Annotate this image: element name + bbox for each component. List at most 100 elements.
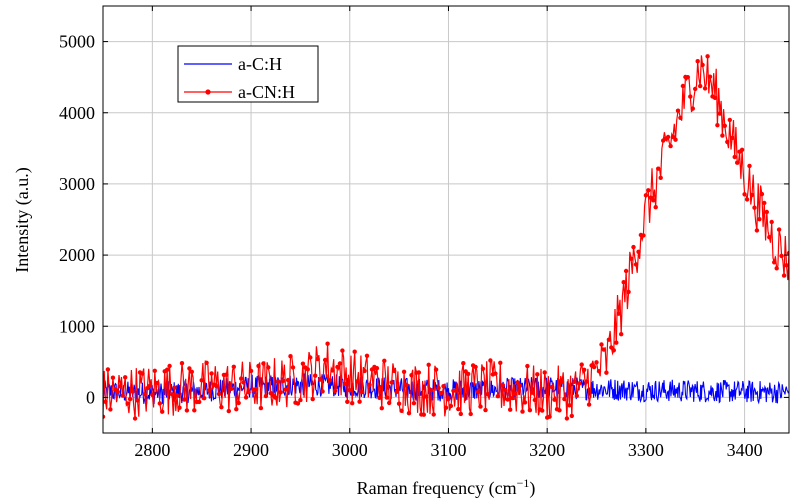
data-point (557, 408, 562, 413)
data-point (209, 371, 214, 376)
data-point (651, 198, 656, 203)
data-point (582, 367, 587, 372)
data-point (315, 356, 320, 362)
legend: a-C:H a-CN:H (177, 45, 319, 103)
data-point (197, 399, 202, 405)
data-point (177, 405, 182, 410)
data-point (229, 386, 234, 391)
data-point (421, 412, 426, 417)
data-point (764, 209, 769, 215)
data-point (142, 392, 148, 397)
data-point (730, 135, 735, 141)
data-point (204, 360, 209, 365)
data-point (614, 340, 619, 345)
data-point (690, 106, 695, 111)
data-point (416, 370, 422, 375)
data-point (675, 108, 681, 113)
data-point (776, 227, 782, 232)
data-point (135, 398, 140, 403)
data-point (446, 396, 451, 401)
data-point (276, 379, 281, 384)
data-point (409, 373, 414, 378)
data-point (132, 416, 138, 421)
data-point (429, 388, 434, 393)
data-point (214, 384, 219, 389)
data-point (431, 412, 436, 417)
data-point (120, 393, 125, 398)
data-point (318, 377, 323, 382)
data-point (441, 384, 446, 389)
legend-label-a-cn-h: a-CN:H (238, 82, 295, 102)
data-point (347, 388, 352, 393)
data-point (786, 250, 789, 256)
data-point (192, 408, 197, 413)
data-point (475, 389, 481, 394)
data-point (241, 380, 246, 385)
data-point (493, 371, 498, 376)
data-point (253, 386, 259, 392)
data-point (433, 367, 439, 372)
data-point (473, 364, 478, 370)
data-point (542, 370, 547, 375)
data-point (503, 387, 508, 393)
y-tick-label: 5000 (59, 32, 95, 52)
data-point (246, 390, 251, 395)
data-point (377, 395, 382, 400)
data-point (774, 266, 779, 271)
data-point (688, 94, 693, 99)
data-point (586, 402, 592, 407)
data-point (350, 401, 355, 406)
data-point (103, 414, 106, 419)
x-tick-label: 2900 (233, 440, 269, 460)
data-point (461, 361, 466, 366)
data-point (374, 366, 380, 371)
data-point (594, 360, 599, 365)
data-point (584, 379, 589, 384)
data-point (619, 332, 624, 337)
data-point (621, 280, 626, 285)
data-point (693, 86, 698, 92)
data-point (611, 348, 616, 353)
data-point (569, 413, 574, 419)
data-point (308, 355, 313, 360)
data-point (540, 408, 545, 413)
data-point (596, 369, 602, 374)
data-point (290, 365, 296, 370)
data-point (411, 401, 417, 406)
data-point (327, 378, 333, 383)
data-point (567, 403, 572, 408)
y-tick-label: 2000 (59, 245, 95, 265)
y-tick-label: 3000 (59, 174, 95, 194)
data-point (700, 62, 705, 68)
x-tick-label: 3300 (628, 440, 664, 460)
data-point (436, 385, 441, 391)
data-point (285, 377, 291, 383)
data-point (236, 400, 241, 406)
data-point (278, 390, 283, 395)
data-point (631, 244, 636, 250)
data-point (673, 137, 678, 142)
data-point (310, 396, 315, 402)
data-point (364, 353, 370, 358)
data-point (646, 188, 651, 193)
data-point (559, 379, 565, 384)
data-point (426, 362, 431, 367)
data-point (658, 175, 663, 180)
data-point (359, 389, 365, 395)
x-tick-label: 3400 (727, 440, 763, 460)
data-point (720, 133, 725, 138)
data-point (123, 375, 128, 380)
data-point (401, 369, 407, 374)
data-point (525, 363, 530, 369)
data-point (485, 392, 491, 397)
data-point (224, 372, 229, 377)
legend-marker-a-cn-h (205, 89, 211, 95)
data-point (628, 256, 634, 261)
data-point (732, 154, 737, 160)
data-point (636, 249, 641, 254)
data-point (243, 395, 249, 400)
data-point (488, 358, 493, 363)
data-point (512, 391, 518, 396)
data-point (392, 368, 397, 374)
